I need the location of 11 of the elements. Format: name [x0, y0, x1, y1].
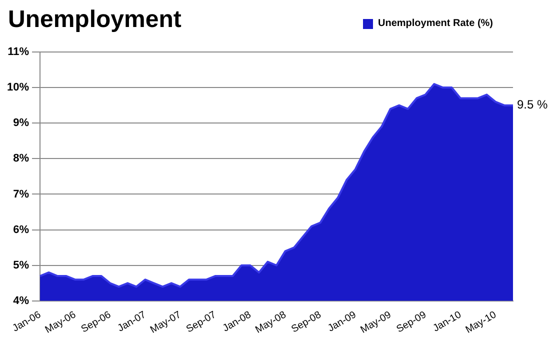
y-tick-label: 10%	[6, 82, 30, 94]
y-tick-label: 4%	[13, 294, 30, 307]
y-tick-label: 6%	[13, 224, 30, 236]
legend-label: Unemployment Rate (%)	[378, 18, 493, 29]
text: 9.5 %	[517, 98, 548, 112]
y-tick-label: 5%	[13, 259, 30, 272]
chart-title: Unemployment	[8, 6, 182, 34]
y-tick-label: 9%	[13, 117, 30, 130]
y-tick-label: 11%	[8, 46, 30, 58]
y-tick-label: 8%	[13, 152, 30, 165]
y-tick-label: 7%	[13, 188, 30, 200]
